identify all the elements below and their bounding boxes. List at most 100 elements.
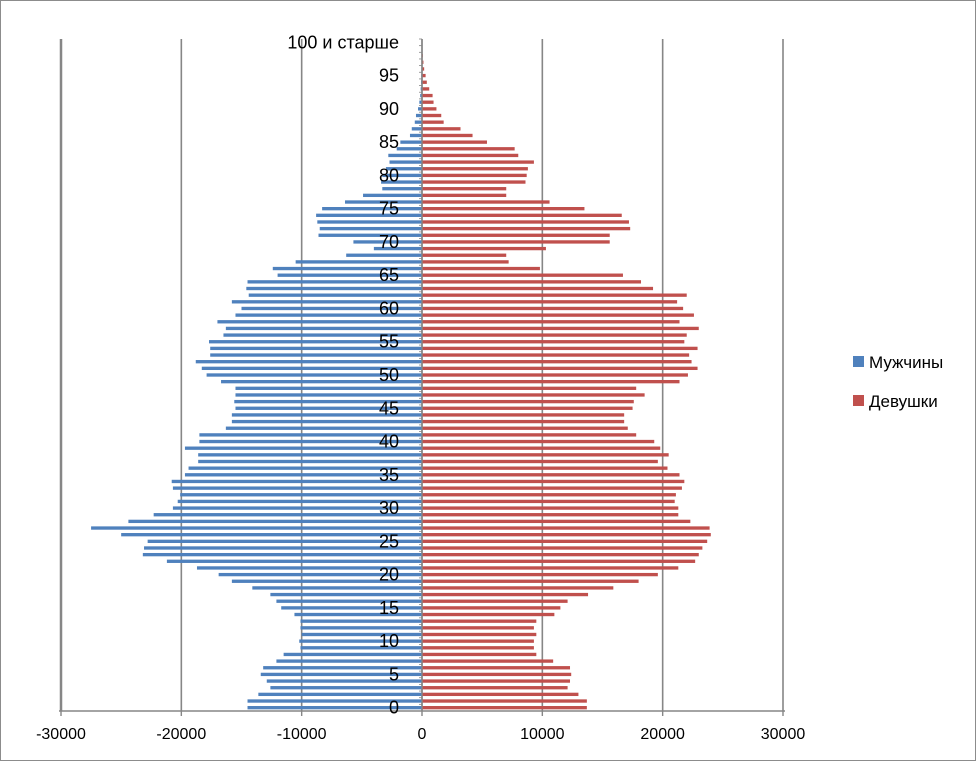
- male-bar: [415, 121, 422, 124]
- age-tick-label: 35: [379, 465, 399, 485]
- female-bar: [422, 646, 534, 649]
- female-bar: [422, 513, 678, 516]
- female-bar: [422, 440, 654, 443]
- female-bar: [422, 260, 509, 263]
- female-bar: [422, 553, 699, 556]
- female-bar: [422, 333, 687, 336]
- female-bar: [422, 234, 610, 237]
- female-bar: [422, 340, 684, 343]
- female-bar: [422, 207, 584, 210]
- female-bar: [422, 101, 434, 104]
- male-bar: [198, 460, 422, 463]
- female-bar: [422, 526, 710, 529]
- age-tick-label: 85: [379, 132, 399, 152]
- female-bar: [422, 320, 680, 323]
- male-bar: [363, 194, 422, 197]
- age-tick-label: 40: [379, 432, 399, 452]
- age-tick-label: 65: [379, 265, 399, 285]
- male-bar: [276, 659, 422, 662]
- female-bar: [422, 413, 624, 416]
- male-bar: [300, 620, 422, 623]
- female-bar: [422, 107, 436, 110]
- male-bar: [143, 553, 422, 556]
- female-bar: [422, 593, 588, 596]
- female-bar: [422, 620, 536, 623]
- legend-label-female: Девушки: [869, 392, 938, 411]
- female-bar: [422, 639, 534, 642]
- male-bar: [322, 207, 422, 210]
- female-bar: [422, 327, 699, 330]
- female-bar: [422, 420, 624, 423]
- female-bar: [422, 433, 636, 436]
- female-bar: [422, 240, 610, 243]
- female-bar: [422, 506, 678, 509]
- female-bar: [422, 560, 695, 563]
- male-bar: [273, 267, 422, 270]
- female-bar: [422, 427, 628, 430]
- male-bar: [276, 600, 422, 603]
- female-bar: [422, 140, 487, 143]
- female-bar: [422, 586, 613, 589]
- female-bar: [422, 360, 692, 363]
- x-tick-label: 10000: [520, 726, 565, 743]
- axes: [59, 39, 785, 716]
- x-tick-label: -20000: [156, 726, 206, 743]
- female-bar: [422, 247, 546, 250]
- female-bar: [422, 280, 641, 283]
- male-bar: [167, 560, 422, 563]
- female-bar: [422, 659, 553, 662]
- female-bar: [422, 466, 667, 469]
- female-bar: [422, 540, 707, 543]
- female-bar: [422, 600, 568, 603]
- male-bar: [270, 686, 422, 689]
- female-bar: [422, 633, 536, 636]
- age-tick-label: 45: [379, 398, 399, 418]
- x-tick-label: 0: [418, 726, 427, 743]
- male-bar: [300, 646, 422, 649]
- age-tick-label: 10: [379, 631, 399, 651]
- female-bar: [422, 121, 444, 124]
- male-bar: [128, 520, 422, 523]
- male-bar: [235, 387, 422, 390]
- female-bar: [422, 500, 675, 503]
- age-tick-label: 100 и старше: [287, 32, 399, 52]
- female-bar: [422, 606, 560, 609]
- male-bar: [382, 187, 422, 190]
- female-bar: [422, 214, 622, 217]
- age-tick-label: 95: [379, 66, 399, 86]
- male-bar: [281, 606, 422, 609]
- male-bar: [416, 114, 422, 117]
- male-bar: [299, 639, 422, 642]
- female-bar: [422, 673, 571, 676]
- age-tick-label: 30: [379, 498, 399, 518]
- male-bar: [226, 327, 422, 330]
- male-bar: [319, 234, 422, 237]
- legend-swatch-female: [853, 395, 864, 406]
- female-bar: [422, 154, 518, 157]
- female-bar: [422, 679, 570, 682]
- age-tick-label: 15: [379, 598, 399, 618]
- female-bar: [422, 566, 678, 569]
- female-bar: [422, 220, 629, 223]
- male-bar: [91, 526, 422, 529]
- female-bar: [422, 167, 528, 170]
- male-bar: [226, 427, 422, 430]
- female-bar: [422, 613, 554, 616]
- male-bar: [258, 693, 422, 696]
- male-bar: [317, 220, 422, 223]
- age-tick-label: 70: [379, 232, 399, 252]
- female-bar: [422, 114, 441, 117]
- female-bar: [422, 460, 658, 463]
- female-bar: [422, 347, 698, 350]
- female-bar: [422, 87, 429, 90]
- female-bar: [422, 699, 587, 702]
- female-bar: [422, 180, 525, 183]
- male-bar: [296, 260, 422, 263]
- male-bar: [210, 353, 422, 356]
- female-bar: [422, 580, 639, 583]
- male-bar: [232, 420, 422, 423]
- female-bar: [422, 187, 506, 190]
- female-bar: [422, 200, 550, 203]
